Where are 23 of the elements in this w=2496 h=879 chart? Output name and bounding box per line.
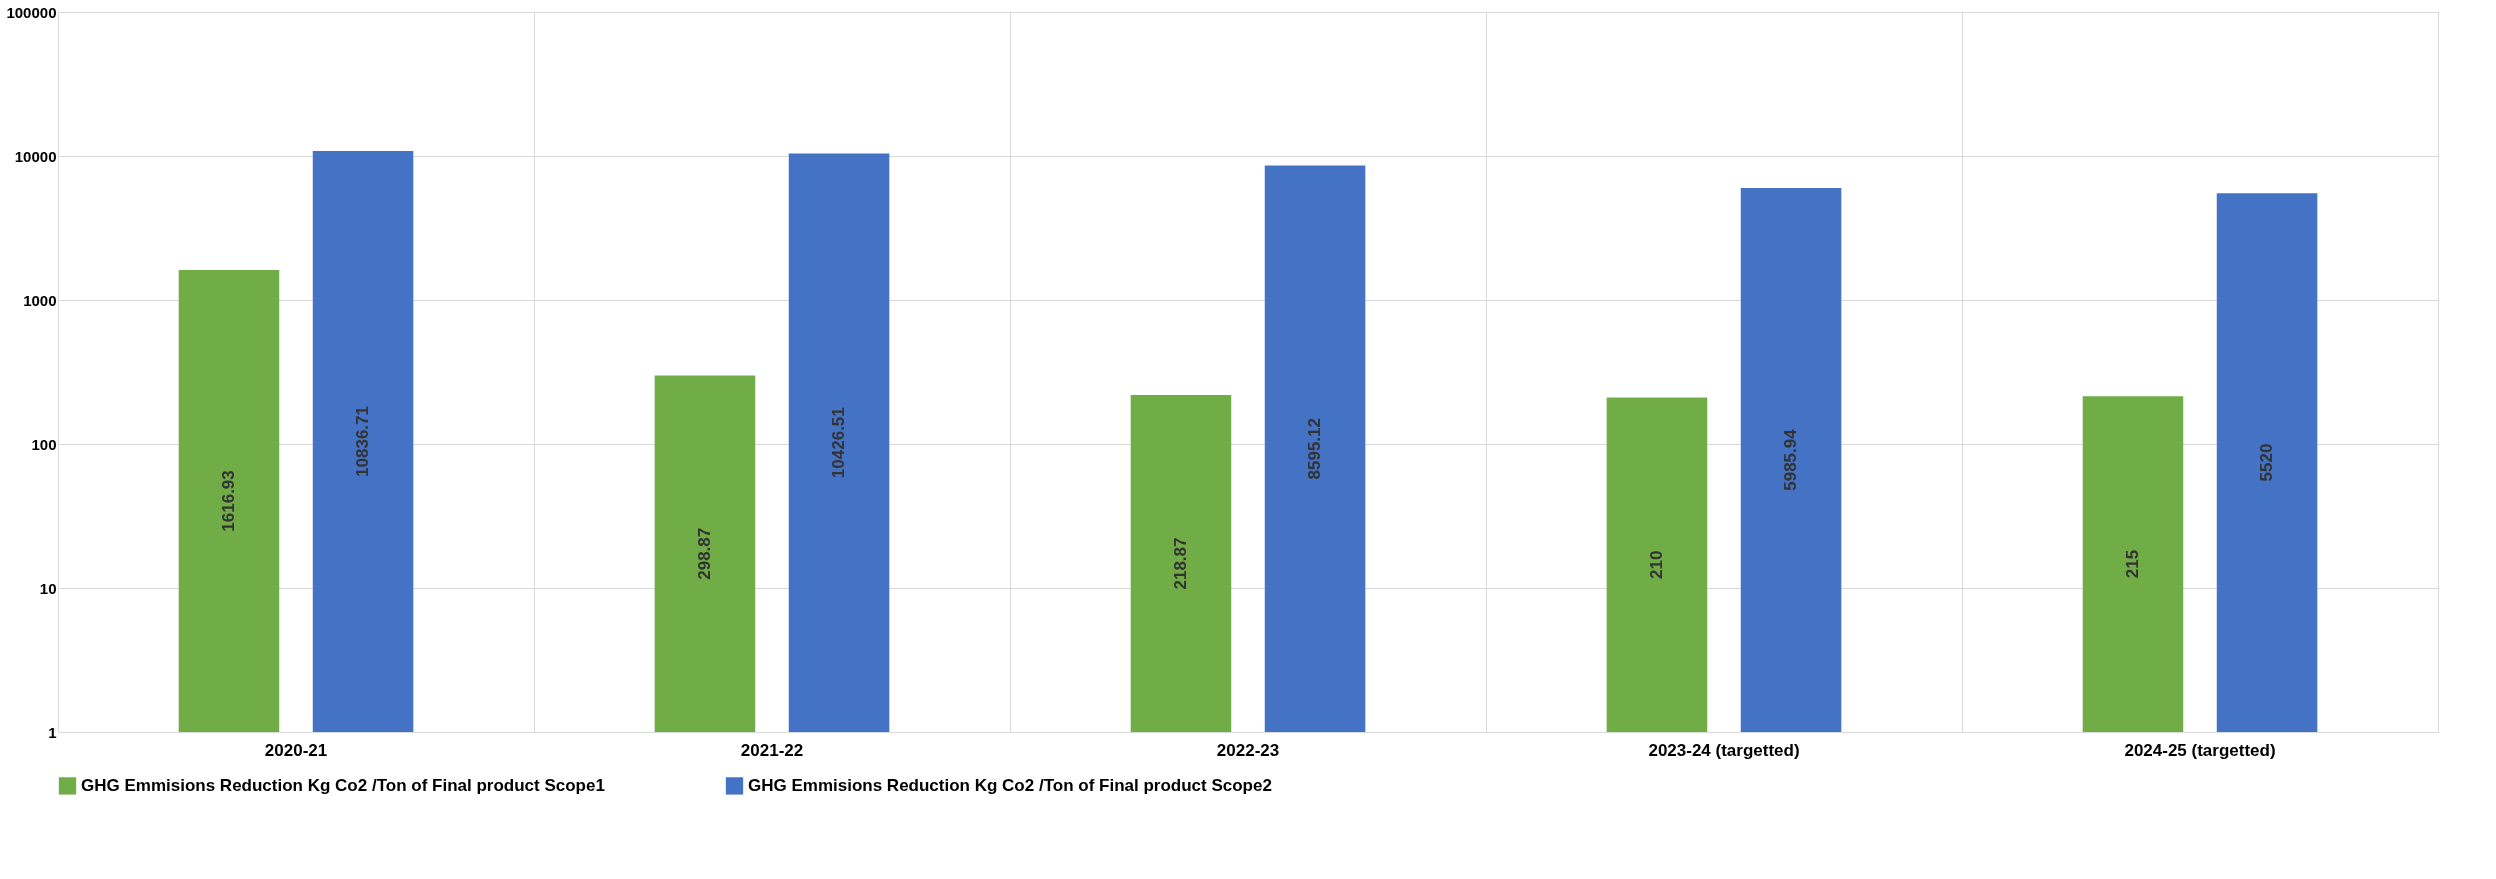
data-label: 215: [2122, 549, 2142, 579]
data-label: 1616.93: [218, 470, 238, 532]
data-label: 10836.71: [353, 406, 373, 477]
x-tick-label: 2024-25 (targetted): [2124, 740, 2276, 760]
y-tick-label: 10: [39, 579, 57, 597]
data-label: 5985.94: [1781, 428, 1801, 491]
data-label: 210: [1646, 550, 1666, 579]
y-tick-label: 100000: [6, 3, 57, 21]
x-tick-label: 2021-22: [740, 740, 804, 760]
x-tick-label: 2023-24 (targetted): [1648, 740, 1800, 760]
y-tick-label: 100: [31, 435, 57, 453]
data-label: 218.87: [1170, 537, 1190, 590]
legend-label: GHG Emmisions Reduction Kg Co2 /Ton of Final product Scope1: [81, 775, 605, 795]
y-tick-label: 1000: [23, 291, 57, 309]
x-tick-label: 2022-23: [1216, 740, 1280, 760]
data-label: 298.87: [694, 527, 714, 580]
data-label: 5520: [2257, 443, 2277, 482]
y-tick-label: 10000: [14, 147, 57, 165]
data-label: 8595.12: [1305, 418, 1325, 480]
x-tick-label: 2020-21: [264, 740, 328, 760]
data-label: 10426.51: [829, 407, 849, 479]
y-tick-label: 1: [48, 723, 57, 741]
legend-label: GHG Emmisions Reduction Kg Co2 /Ton of Final product Scope2: [748, 775, 1272, 795]
